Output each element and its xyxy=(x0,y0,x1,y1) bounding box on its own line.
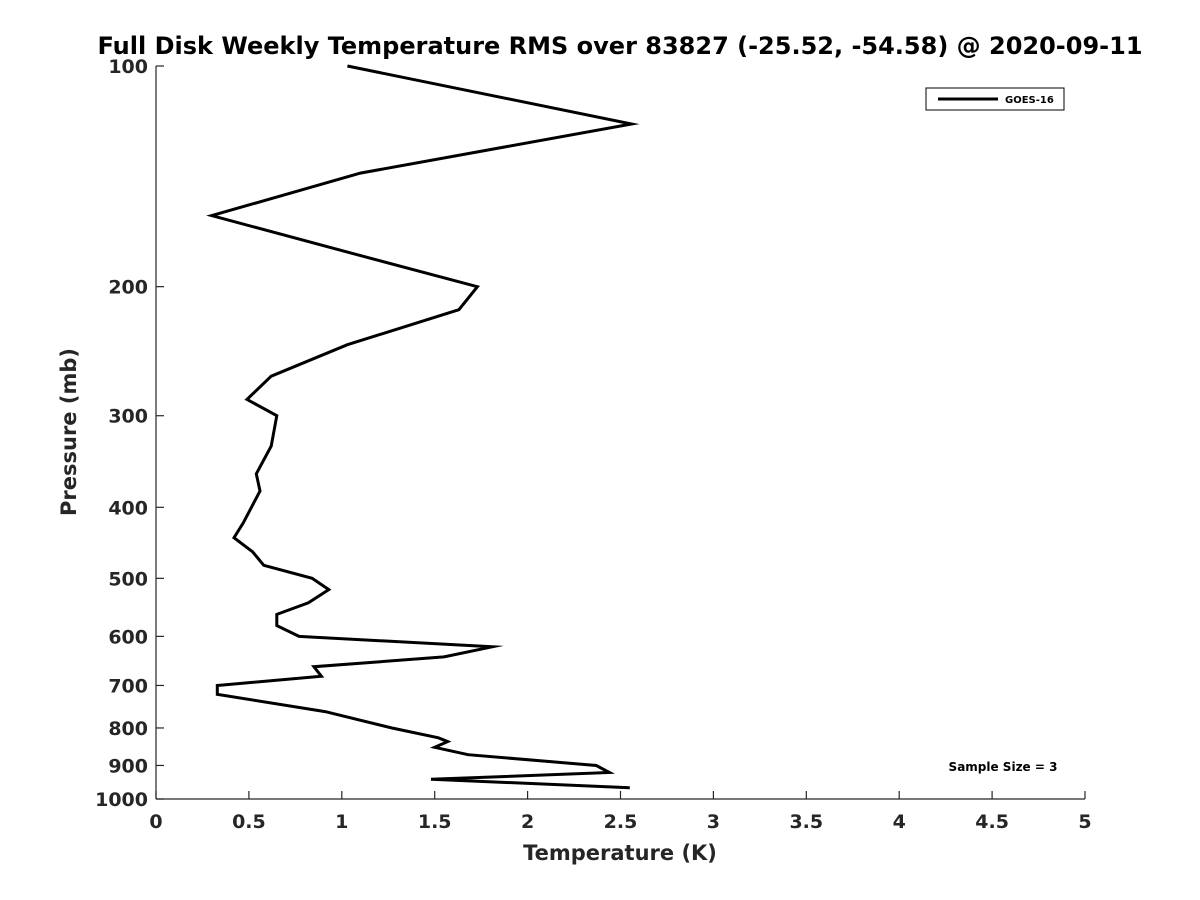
x-tick-label: 2.5 xyxy=(604,811,638,833)
x-tick-label: 5 xyxy=(1078,811,1091,833)
series-layer xyxy=(206,64,640,790)
y-tick-label: 900 xyxy=(108,755,148,777)
x-tick-label: 4 xyxy=(893,811,906,833)
y-tick-label: 100 xyxy=(108,56,148,78)
x-tick-label: 1.5 xyxy=(418,811,452,833)
y-tick-label: 500 xyxy=(108,568,148,590)
y-tick-label: 1000 xyxy=(95,789,148,811)
y-tick-label: 400 xyxy=(108,497,148,519)
x-tick-label: 1 xyxy=(335,811,348,833)
y-tick-label: 800 xyxy=(108,718,148,740)
x-axis-label: Temperature (K) xyxy=(523,841,717,865)
y-tick-label: 200 xyxy=(108,277,148,299)
legend: GOES-16 xyxy=(925,87,1065,111)
x-tick-label: 4.5 xyxy=(975,811,1009,833)
x-tick-label: 0 xyxy=(149,811,162,833)
y-tick-label: 300 xyxy=(108,406,148,428)
x-tick-label: 3.5 xyxy=(789,811,823,833)
legend-label-goes-16: GOES-16 xyxy=(1005,95,1054,106)
x-tick-label: 3 xyxy=(707,811,720,833)
x-axis-ticks: 0 0.5 1 1.5 2 2.5 3 3.5 4 4.5 5 xyxy=(149,791,1092,833)
y-tick-label: 600 xyxy=(108,626,148,648)
y-axis-ticks: 100 200 300 400 500 600 700 800 900 1000 xyxy=(95,56,164,811)
x-tick-label: 0.5 xyxy=(232,811,266,833)
x-tick-label: 2 xyxy=(521,811,534,833)
plot-area: 0 0.5 1 1.5 2 2.5 3 3.5 4 4.5 5 100 200 300 400 500 600… xyxy=(95,56,1092,833)
sample-size-annotation: Sample Size = 3 xyxy=(949,760,1058,774)
y-tick-label: 700 xyxy=(108,675,148,697)
chart-title: Full Disk Weekly Temperature RMS over 83… xyxy=(97,32,1142,60)
y-axis-label: Pressure (mb) xyxy=(57,348,81,516)
series-line-goes-16 xyxy=(206,64,640,790)
